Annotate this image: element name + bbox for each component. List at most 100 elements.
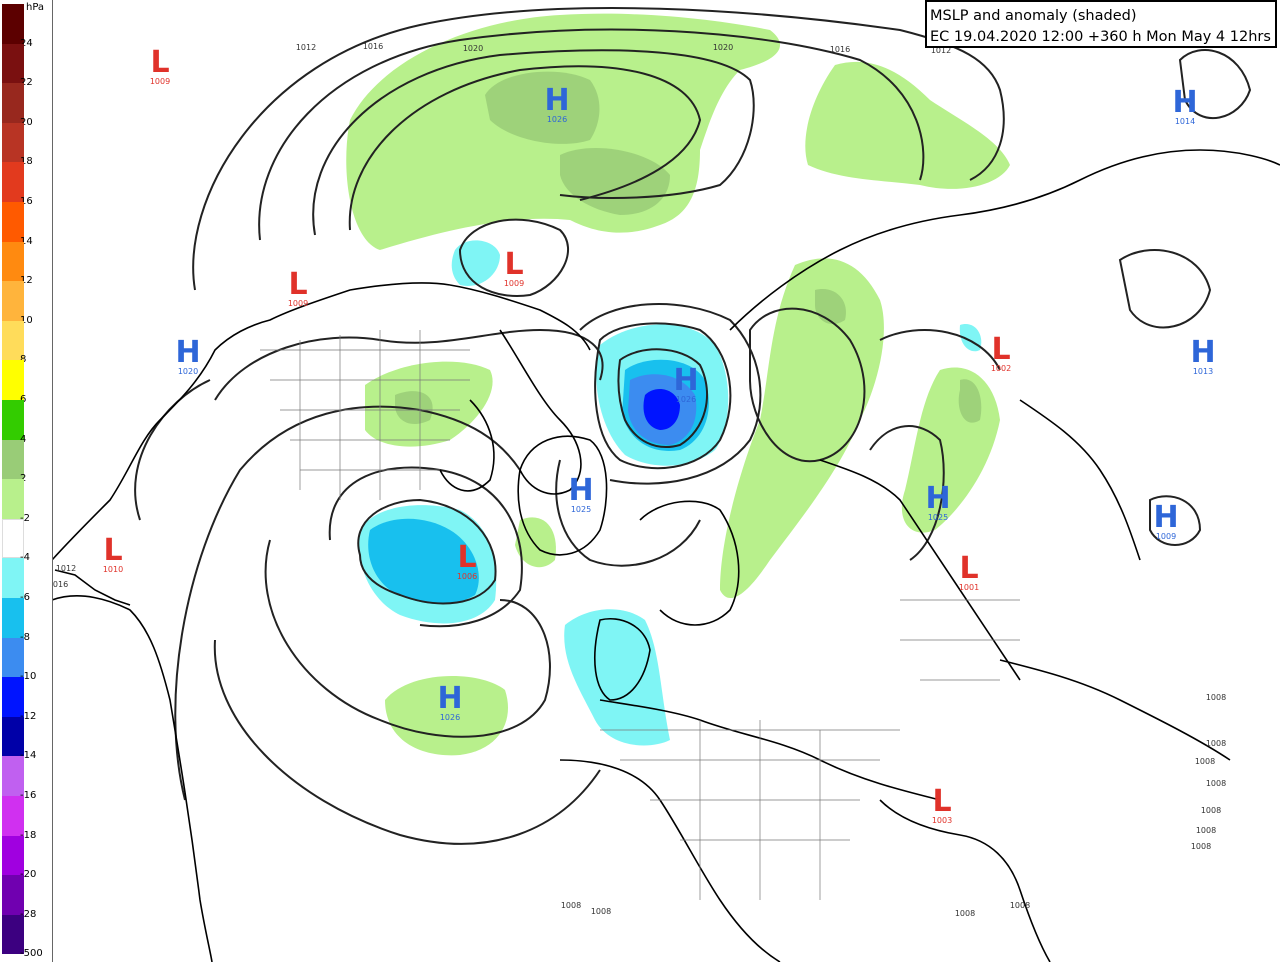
legend-swatch [2, 360, 24, 400]
pressure-center-value: 1003 [932, 816, 952, 825]
low-pressure-center: L [457, 540, 476, 575]
isobar-label: 1008 [1206, 779, 1226, 788]
legend-tick-label: 16 [20, 196, 33, 207]
pressure-center-value: 1026 [440, 713, 460, 722]
isobar-label: 1016 [363, 42, 383, 51]
pressure-centers: L1009H1026L1009L1009H1020L1010H1026L1006… [103, 45, 1216, 825]
pressure-center-value: 1009 [150, 77, 170, 86]
isobar-label: 1012 [56, 564, 76, 573]
isobar-label: 1008 [1196, 826, 1216, 835]
isobar-label: 1012 [931, 46, 951, 55]
legend-swatch [2, 598, 24, 638]
legend-tick-label: -18 [20, 829, 37, 841]
legend-swatch [2, 43, 24, 84]
high-pressure-center: H [1172, 85, 1197, 120]
pressure-center-value: 1025 [928, 513, 948, 522]
pressure-center-value: 1001 [959, 583, 979, 592]
pressure-center-value: 1026 [547, 115, 567, 124]
isobar-label: 1008 [561, 901, 581, 910]
isobar-label: 1008 [591, 907, 611, 916]
low-pressure-center: L [991, 332, 1010, 367]
isobar-labels: 1012 1016 1020 1020 1016 1012 1012 1016 1008 1008… [48, 42, 1226, 918]
legend-swatch [2, 875, 24, 915]
legend-swatch [2, 756, 24, 796]
legend-tick-label: 8 [20, 354, 26, 365]
isobars [134, 7, 1252, 845]
isobar-label: 1008 [1206, 693, 1226, 702]
legend-swatch [2, 637, 24, 678]
legend-tick-label: 18 [20, 156, 33, 168]
legend-swatch [2, 4, 24, 44]
low-pressure-center: L [959, 551, 978, 586]
legend-tick-label: 10 [20, 314, 33, 326]
legend-tick-label: -4 [20, 552, 30, 564]
high-pressure-center: H [568, 473, 593, 508]
legend-swatch [2, 835, 24, 876]
isobar-label: 1008 [1010, 901, 1030, 910]
isobar-label: 1016 [830, 45, 850, 54]
pressure-center-value: 1009 [1156, 532, 1176, 541]
low-pressure-center: L [150, 45, 169, 80]
low-pressure-center: L [288, 267, 307, 302]
legend-swatch [2, 241, 24, 282]
isobar-label: 1008 [1206, 739, 1226, 748]
legend-tick-label: 12 [20, 275, 33, 287]
political-borders [260, 330, 1020, 900]
isobar-label: 1008 [1201, 806, 1221, 815]
legend-tick-label: -8 [20, 631, 30, 643]
map-title-line1: MSLP and anomaly (shaded) [930, 8, 1137, 24]
high-pressure-center: H [437, 681, 462, 716]
low-pressure-center: L [504, 247, 523, 282]
pressure-center-value: 1009 [288, 299, 308, 308]
isobar-label: 1008 [955, 909, 975, 918]
legend-swatch [2, 83, 24, 123]
low-pressure-center: L [103, 533, 122, 568]
pressure-center-value: 1020 [178, 367, 198, 376]
map-title-line2: EC 19.04.2020 12:00 +360 h Mon May 4 12h… [930, 29, 1271, 45]
high-pressure-center: H [925, 481, 950, 516]
coastlines [51, 149, 1280, 962]
legend-swatch [2, 162, 24, 202]
pressure-center-value: 1014 [1175, 117, 1195, 126]
high-pressure-center: H [544, 83, 569, 118]
pressure-center-value: 1010 [103, 565, 123, 574]
legend-tick-label: -28 [20, 908, 37, 920]
legend-unit-label: hPa [26, 2, 45, 13]
legend-tick-label: 6 [20, 394, 26, 405]
legend-tick-label: 24 [20, 37, 33, 49]
legend-tick-label: -14 [20, 750, 37, 762]
map-title-box: MSLP and anomaly (shaded) EC 19.04.2020 … [925, 0, 1277, 48]
legend-tick-label: 22 [20, 77, 33, 89]
high-pressure-center: H [1153, 500, 1178, 535]
legend-swatch [2, 558, 24, 598]
pressure-center-value: 1009 [504, 279, 524, 288]
legend-tick-label: -10 [20, 671, 37, 683]
isobar-label: 1008 [1195, 757, 1215, 766]
legend-tick-label: -2 [20, 512, 30, 524]
legend-swatch [2, 400, 24, 440]
pressure-center-value: 1002 [991, 364, 1011, 373]
isobar-label: 1012 [296, 43, 316, 52]
legend-tick-label: 4 [20, 434, 26, 445]
legend-tick-label: -6 [20, 592, 30, 603]
legend-swatch [2, 716, 24, 757]
legend-swatch [2, 677, 24, 717]
legend-swatch [2, 122, 24, 163]
pressure-center-value: 1025 [571, 505, 591, 514]
pressure-center-value: 1013 [1193, 367, 1213, 376]
low-pressure-center: L [932, 784, 951, 819]
legend-tick-label: -12 [20, 710, 37, 722]
legend-swatch [2, 202, 24, 242]
pressure-center-value: 1006 [457, 572, 477, 581]
legend-tick-label: -20 [20, 869, 37, 881]
legend-tick-label: 14 [20, 235, 33, 247]
legend-tick-label: -16 [20, 790, 37, 801]
legend-swatch [2, 518, 24, 559]
isobar-label: 1016 [48, 580, 68, 589]
legend-tick-label: 2 [20, 473, 26, 484]
legend-swatch [2, 796, 24, 836]
legend-swatch [2, 914, 24, 955]
high-pressure-center: H [175, 335, 200, 370]
high-pressure-center: H [673, 363, 698, 398]
